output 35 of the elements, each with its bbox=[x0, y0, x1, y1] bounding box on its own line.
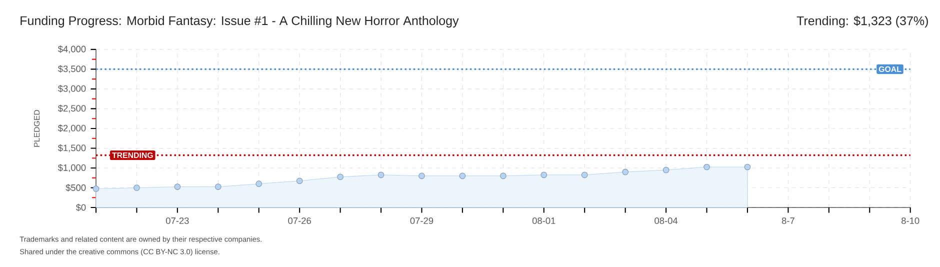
point bbox=[214, 184, 222, 190]
x-tick-label: 07-23 bbox=[166, 218, 189, 224]
point bbox=[662, 166, 670, 174]
x-tick-label: 8-10 bbox=[902, 218, 920, 224]
y-tick-label: $2,000 bbox=[58, 124, 86, 133]
point bbox=[500, 172, 506, 180]
x-tick-label: 07-26 bbox=[288, 218, 311, 224]
point bbox=[337, 174, 344, 180]
point bbox=[296, 178, 303, 184]
y-tick-label: $1,500 bbox=[58, 144, 86, 152]
x-tick-label: 8-7 bbox=[782, 218, 794, 224]
y-tick-label: $500 bbox=[66, 184, 86, 192]
y-tick-label: $1,000 bbox=[58, 164, 86, 172]
point bbox=[418, 172, 425, 180]
y-tick-label: $3,000 bbox=[58, 85, 86, 94]
y-tick-label: $2,500 bbox=[58, 104, 86, 113]
point bbox=[704, 164, 710, 170]
text: Trending: $1,323 (37%) bbox=[796, 16, 928, 28]
y-tick-label: $4,000 bbox=[58, 45, 86, 54]
y-tick-label: $3,500 bbox=[58, 65, 86, 74]
y-tick-label: $0 bbox=[76, 204, 86, 212]
point bbox=[378, 172, 384, 178]
point bbox=[174, 184, 181, 190]
x-tick-label: 08-04 bbox=[654, 218, 678, 224]
point bbox=[459, 172, 466, 180]
point bbox=[581, 172, 588, 178]
point bbox=[134, 184, 140, 192]
point bbox=[744, 164, 751, 170]
x-tick-label: 08-01 bbox=[532, 218, 556, 224]
x-tick-label: 07-29 bbox=[410, 218, 434, 224]
point bbox=[256, 180, 262, 188]
point bbox=[92, 186, 100, 192]
point bbox=[540, 172, 548, 178]
point bbox=[622, 168, 628, 176]
chart-title: Funding Progress: Morbid Fantasy: Issue #1 - A Chilling New Horror Anthology bbox=[20, 16, 459, 28]
